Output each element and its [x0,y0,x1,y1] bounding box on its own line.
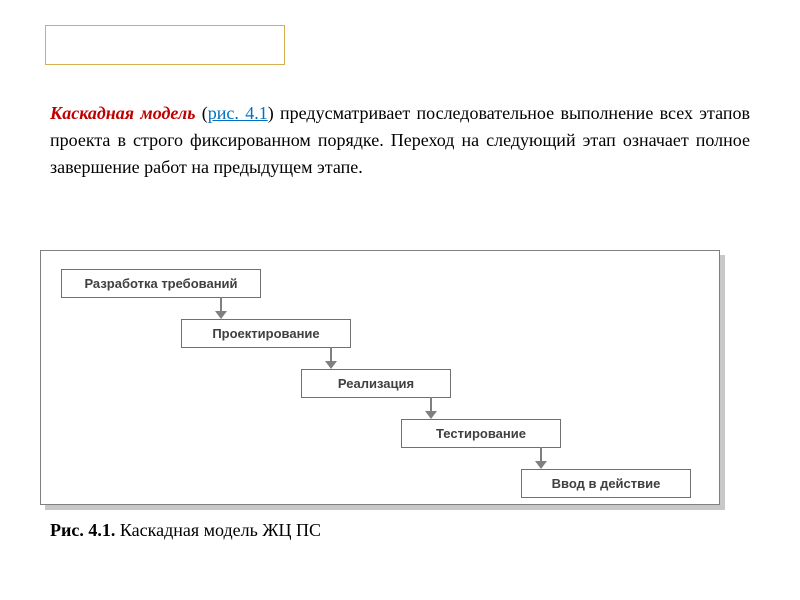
ref-close: ) [268,103,280,123]
ref-open: ( [195,103,207,123]
stage-box-4: Тестирование [401,419,561,448]
figure-caption: Рис. 4.1. Каскадная модель ЖЦ ПС [50,520,321,541]
arrow-down-1 [211,297,231,321]
arrow-down-2 [321,347,341,371]
figure-number: Рис. 4.1. [50,520,115,540]
stage-box-5: Ввод в действие [521,469,691,498]
stage-box-3: Реализация [301,369,451,398]
figure-title: Каскадная модель ЖЦ ПС [115,520,321,540]
waterfall-diagram: Разработка требований Проектирование Реали… [40,250,720,505]
stage-box-2: Проектирование [181,319,351,348]
diagram-wrapper: Разработка требований Проектирование Реали… [40,250,720,505]
term-emphasis: Каскадная модель [50,103,195,123]
top-accent-box [45,25,285,65]
stage-box-1: Разработка требований [61,269,261,298]
figure-reference-link[interactable]: рис. 4.1 [208,103,268,123]
arrow-down-4 [531,447,551,471]
description-paragraph: Каскадная модель (рис. 4.1) предусматрив… [50,100,750,181]
arrow-down-3 [421,397,441,421]
